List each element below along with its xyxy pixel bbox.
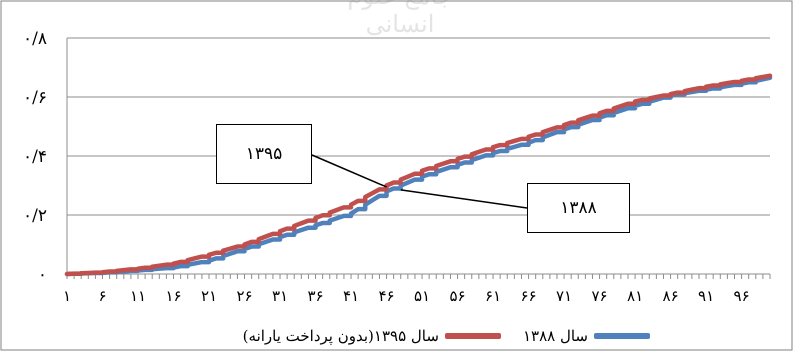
legend-item-1395: سال ۱۳۹۵(بدون پرداخت یارانه)	[243, 327, 501, 345]
x-tick-label-10: ۵۱	[414, 287, 430, 305]
y-tick-label-0: ۰	[38, 265, 47, 285]
x-tick-label-11: ۵۶	[449, 287, 465, 305]
x-tick-label-18: ۹۱	[698, 287, 714, 305]
x-tick-label-0: ۱	[63, 287, 71, 305]
y-tick-label-1: ۰/۲	[23, 206, 47, 226]
x-tick-label-6: ۳۱	[272, 287, 288, 305]
x-tick-label-13: ۶۶	[521, 287, 537, 305]
y-tick-label-4: ۰/۸	[23, 29, 47, 49]
legend-item-1388: سال ۱۳۸۸	[523, 327, 650, 345]
x-tick-label-3: ۱۶	[165, 287, 181, 305]
x-tick-label-2: ۱۱	[130, 287, 146, 305]
x-tick-label-4: ۲۱	[201, 287, 217, 305]
y-tick-label-2: ۰/۴	[23, 147, 47, 167]
x-tick-label-7: ۳۶	[307, 287, 323, 305]
legend-swatch-1395	[444, 333, 501, 339]
callout-1395-leader	[311, 154, 387, 188]
x-tick-label-19: ۹۶	[734, 287, 750, 305]
callout-1395-label: ۱۳۹۵	[245, 144, 283, 164]
legend-swatch-1388	[594, 333, 650, 339]
x-tick-label-16: ۸۱	[627, 287, 643, 305]
x-tick-label-14: ۷۱	[556, 287, 572, 305]
callout-1388-label: ۱۳۸۸	[560, 198, 597, 218]
callout-1388-leader	[400, 189, 528, 209]
callout-1388: ۱۳۸۸	[527, 183, 630, 233]
x-tick-label-15: ۷۶	[592, 287, 608, 305]
legend: سال ۱۳۸۸ سال ۱۳۹۵(بدون پرداخت یارانه)	[150, 322, 650, 350]
x-tick-label-1: ۶	[98, 287, 106, 305]
y-tick-label-3: ۰/۶	[23, 88, 47, 108]
callout-1395: ۱۳۹۵	[216, 124, 312, 184]
x-tick-label-17: ۸۶	[663, 287, 679, 305]
legend-label-1395: سال ۱۳۹۵(بدون پرداخت یارانه)	[242, 327, 439, 345]
x-tick-label-12: ۶۱	[485, 287, 501, 305]
series-line-1	[64, 73, 773, 277]
x-tick-label-8: ۴۱	[343, 287, 359, 305]
x-tick-label-5: ۲۶	[236, 287, 252, 305]
x-tick-label-9: ۴۶	[378, 287, 394, 305]
legend-label-1388: سال ۱۳۸۸	[522, 327, 588, 345]
